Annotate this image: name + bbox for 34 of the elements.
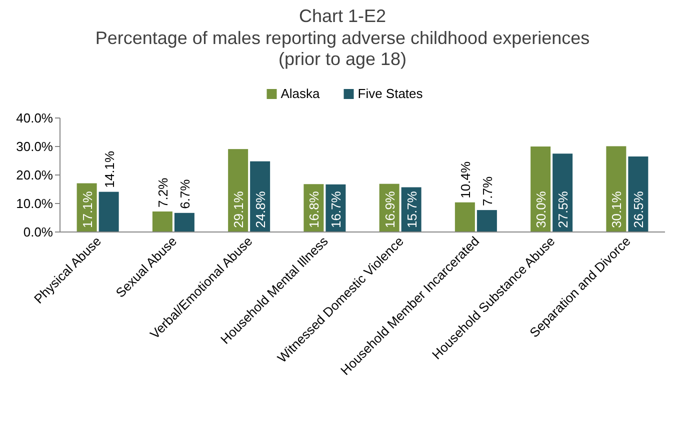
bar <box>174 212 194 232</box>
data-label: 7.7% <box>480 176 495 206</box>
data-label: 14.1% <box>102 150 117 188</box>
data-label: 17.1% <box>80 190 95 228</box>
chart-subtitle: Percentage of males reporting adverse childhood experiences (prior to age 18) <box>95 28 590 69</box>
legend-label: Five States <box>358 86 424 101</box>
data-label: 30.1% <box>609 190 624 228</box>
data-label: 15.7% <box>404 190 420 228</box>
legend-label: Alaska <box>280 86 321 101</box>
y-tick-label: 30.0% <box>16 139 54 154</box>
y-tick-label: 0.0% <box>23 224 54 240</box>
y-tick-label: 40.0% <box>16 110 54 126</box>
data-label: 16.8% <box>306 190 322 228</box>
data-label: 24.8% <box>253 190 268 228</box>
bar <box>228 149 248 232</box>
bar <box>98 192 119 232</box>
data-label: 7.2% <box>155 177 170 208</box>
y-tick-label: 20.0% <box>16 168 54 182</box>
y-tick-label: 10.0% <box>16 196 54 211</box>
bar <box>152 211 172 232</box>
data-label: 26.5% <box>631 190 646 228</box>
data-label: 6.7% <box>177 178 192 209</box>
data-label: 29.1% <box>231 190 246 228</box>
bar <box>606 146 626 232</box>
bar <box>476 210 497 232</box>
bar <box>454 202 475 232</box>
data-label: 30.0% <box>534 190 549 228</box>
bar <box>530 146 551 232</box>
data-label: 10.4% <box>458 161 473 198</box>
data-label: 16.9% <box>382 190 398 228</box>
bar <box>552 154 573 232</box>
data-label: 16.7% <box>328 190 344 228</box>
chart-title: Chart 1-E2 <box>298 6 386 26</box>
data-label: 27.5% <box>556 190 571 228</box>
